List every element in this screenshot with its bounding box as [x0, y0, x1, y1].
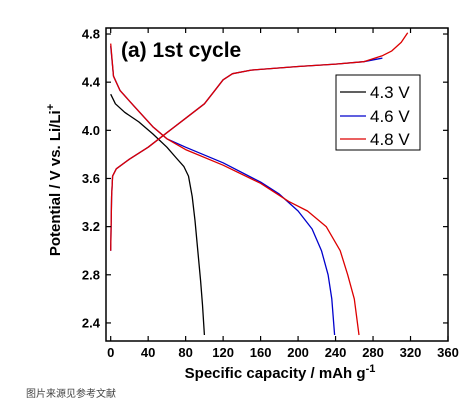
x-tick-label: 80	[178, 345, 192, 360]
tick-layer: 0 40 80 120 160 200 240 280 320 360 2.4 2.8 3.2 3.6 4.…	[82, 27, 459, 360]
y-tick-label: 4.4	[82, 75, 101, 90]
x-tick-label: 160	[250, 345, 272, 360]
y-axis-title: Potential / V vs. Li/Li+	[45, 104, 64, 256]
chart-title: (a) 1st cycle	[121, 39, 241, 62]
series-line-1-discharge	[110, 46, 336, 336]
legend-box	[335, 74, 421, 151]
x-tick-label: 360	[437, 345, 459, 360]
x-tick-label: 240	[325, 345, 347, 360]
image-source-caption: 图片来源见参考文献	[26, 389, 116, 400]
y-axis-title-superscript: +	[45, 104, 57, 110]
y-tick-label: 3.6	[82, 171, 100, 186]
y-tick-label: 3.2	[82, 219, 100, 234]
series-layer	[110, 32, 409, 336]
x-tick-label: 120	[212, 345, 234, 360]
legend-label-4-8v: 4.8 V	[370, 130, 410, 149]
x-tick-label: 280	[362, 345, 384, 360]
y-tick-label: 2.8	[82, 267, 100, 282]
legend-label-4-6v: 4.6 V	[370, 107, 410, 126]
series-line-2-discharge	[110, 43, 360, 336]
x-tick-label: 40	[141, 345, 155, 360]
y-axis-title-text: Potential / V vs. Li/Li	[47, 110, 64, 256]
series-line-0-charge	[110, 93, 206, 336]
legend-label-4-3v: 4.3 V	[370, 83, 410, 102]
y-tick-label: 2.4	[82, 315, 101, 330]
series-line-2-charge	[110, 32, 409, 251]
plot-frame	[105, 27, 449, 342]
y-tick-label: 4.8	[82, 27, 100, 42]
legend: 4.3 V 4.6 V 4.8 V	[335, 74, 421, 151]
x-axis-title: Specific capacity / mAh g-1	[185, 363, 376, 382]
x-tick-label: 320	[400, 345, 422, 360]
x-axis-title-text: Specific capacity / mAh g	[185, 365, 366, 382]
y-tick-label: 4.0	[82, 123, 100, 138]
x-axis-title-superscript: -1	[366, 363, 376, 375]
x-tick-label: 0	[107, 345, 114, 360]
x-tick-label: 200	[287, 345, 309, 360]
